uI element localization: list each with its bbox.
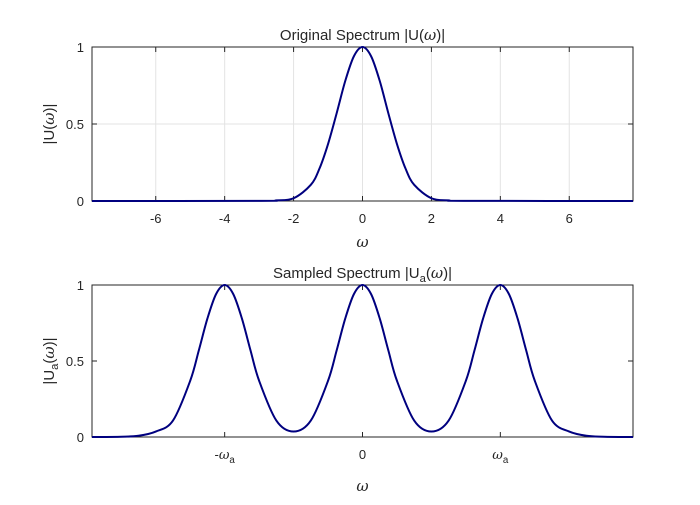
axes-box [91, 284, 634, 438]
x-tick-label: -2 [288, 211, 300, 226]
x-axis-label: ω [356, 233, 368, 251]
series-line-1 [91, 46, 634, 202]
x-tick-label: 6 [566, 211, 573, 226]
y-tick-label: 1 [77, 278, 84, 293]
chart-title: Original Spectrum |U(ω)| [280, 26, 445, 44]
y-axis-label: |Ua​(ω)| [40, 337, 61, 384]
x-tick-label: -4 [219, 211, 231, 226]
x-tick-label: 0 [359, 211, 366, 226]
x-tick-label: 2 [428, 211, 435, 226]
subplot-2: -ωa​ 0 ωa​ 0 0.5 1 Sampled Spectrum |Ua​(ω)| ω |… [40, 264, 634, 495]
y-tick-label: 0.5 [66, 117, 84, 132]
x-tick-label: -6 [150, 211, 162, 226]
x-tick-label: 0 [359, 447, 366, 462]
y-axis-label: |U(ω)| [40, 104, 58, 145]
x-tick-label: 4 [497, 211, 504, 226]
x-axis-label: ω [356, 477, 368, 495]
y-tick-label: 0 [77, 430, 84, 445]
y-tick-label: 0 [77, 194, 84, 209]
x-tick-label: ωa​ [492, 448, 509, 466]
chart-title: Sampled Spectrum |Ua​(ω)| [273, 264, 452, 285]
x-tick-label: -ωa​ [214, 447, 235, 466]
y-tick-label: 0.5 [66, 354, 84, 369]
subplot-1: -6 -4 -2 0 2 4 6 0 0.5 1 Original Spectrum |U(ω)| ω… [40, 26, 634, 251]
series-line-1 [91, 284, 634, 438]
y-tick-label: 1 [77, 40, 84, 55]
